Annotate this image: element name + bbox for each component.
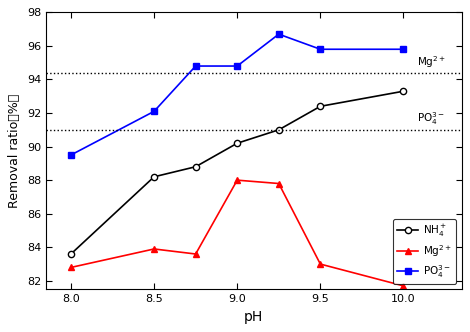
NH$_4^+$: [276, 128, 282, 132]
Y-axis label: Removal ratio（%）: Removal ratio（%）: [8, 94, 21, 208]
NH$_4^+$: [400, 89, 406, 93]
Line: Mg$^{2+}$: Mg$^{2+}$: [68, 177, 407, 290]
Mg$^{2+}$: [400, 284, 406, 288]
PO$_4^{3-}$: [235, 64, 240, 68]
Line: PO$_4^{3-}$: PO$_4^{3-}$: [68, 31, 407, 158]
NH$_4^+$: [235, 141, 240, 145]
PO$_4^{3-}$: [318, 47, 323, 51]
Mg$^{2+}$: [193, 252, 198, 256]
NH$_4^+$: [193, 165, 198, 169]
Mg$^{2+}$: [68, 266, 74, 270]
Text: PO$_4^{3-}$: PO$_4^{3-}$: [417, 111, 445, 127]
PO$_4^{3-}$: [151, 109, 157, 113]
Mg$^{2+}$: [318, 262, 323, 266]
Line: NH$_4^+$: NH$_4^+$: [68, 88, 407, 257]
Mg$^{2+}$: [151, 247, 157, 251]
Mg$^{2+}$: [276, 182, 282, 186]
X-axis label: pH: pH: [244, 310, 264, 324]
NH$_4^+$: [68, 252, 74, 256]
Mg$^{2+}$: [235, 178, 240, 182]
PO$_4^{3-}$: [68, 153, 74, 157]
Legend: NH$_4^+$, Mg$^{2+}$, PO$_4^{3-}$: NH$_4^+$, Mg$^{2+}$, PO$_4^{3-}$: [393, 219, 456, 284]
PO$_4^{3-}$: [400, 47, 406, 51]
Text: Mg$^{2+}$: Mg$^{2+}$: [417, 54, 446, 70]
PO$_4^{3-}$: [193, 64, 198, 68]
NH$_4^+$: [151, 175, 157, 179]
PO$_4^{3-}$: [276, 32, 282, 36]
NH$_4^+$: [318, 104, 323, 108]
